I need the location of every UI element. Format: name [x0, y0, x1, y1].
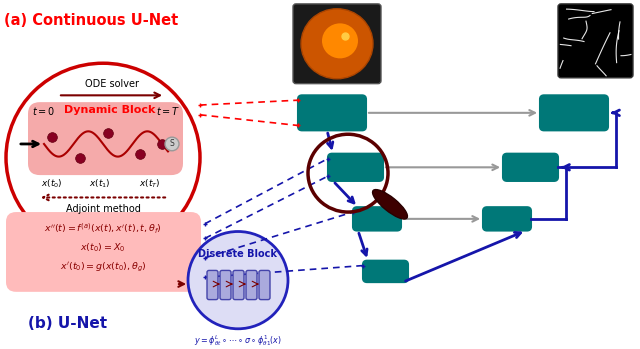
Text: S: S [170, 140, 174, 148]
Text: ODE solver: ODE solver [85, 79, 139, 89]
FancyBboxPatch shape [503, 154, 558, 181]
FancyBboxPatch shape [220, 270, 231, 299]
Text: $x''(t) = f^{(a)}(x(t),x'(t),t,\theta_f)$: $x''(t) = f^{(a)}(x(t),x'(t),t,\theta_f)… [44, 222, 162, 236]
FancyBboxPatch shape [353, 207, 401, 231]
FancyBboxPatch shape [328, 154, 383, 181]
Text: $x(t_1)$: $x(t_1)$ [89, 177, 111, 190]
Circle shape [188, 231, 288, 329]
Text: (b) U-Net: (b) U-Net [28, 316, 108, 331]
FancyBboxPatch shape [558, 4, 633, 78]
FancyBboxPatch shape [259, 270, 270, 299]
Text: Discrete Block: Discrete Block [198, 249, 278, 259]
Circle shape [301, 9, 373, 79]
FancyBboxPatch shape [28, 102, 183, 175]
Text: $x(t_0) = X_0$: $x(t_0) = X_0$ [80, 241, 125, 254]
FancyBboxPatch shape [233, 270, 244, 299]
Text: $t=0$: $t=0$ [32, 105, 55, 117]
Text: $x(t_T)$: $x(t_T)$ [140, 177, 161, 190]
Text: $y=\phi_{\theta t}^L \circ \cdots \circ \sigma \circ \phi_{\theta 1}^1(x)$: $y=\phi_{\theta t}^L \circ \cdots \circ … [194, 333, 282, 348]
Text: (a) Continuous U-Net: (a) Continuous U-Net [4, 13, 179, 28]
Text: $x(t_0)$: $x(t_0)$ [41, 177, 63, 190]
Circle shape [6, 63, 200, 252]
FancyBboxPatch shape [540, 95, 608, 130]
FancyBboxPatch shape [246, 270, 257, 299]
FancyBboxPatch shape [207, 270, 218, 299]
FancyBboxPatch shape [293, 4, 381, 84]
Text: $t=T$: $t=T$ [156, 105, 180, 117]
Circle shape [322, 23, 358, 58]
Text: Adjoint method: Adjoint method [65, 204, 140, 214]
Circle shape [165, 137, 179, 151]
FancyBboxPatch shape [363, 261, 408, 282]
Text: Dynamic Block: Dynamic Block [63, 105, 155, 115]
FancyBboxPatch shape [483, 207, 531, 231]
FancyBboxPatch shape [6, 212, 201, 292]
FancyBboxPatch shape [298, 95, 366, 130]
Text: $x'(t_0) = g(x(t_0),\theta_g)$: $x'(t_0) = g(x(t_0),\theta_g)$ [60, 261, 147, 274]
Ellipse shape [372, 190, 408, 219]
